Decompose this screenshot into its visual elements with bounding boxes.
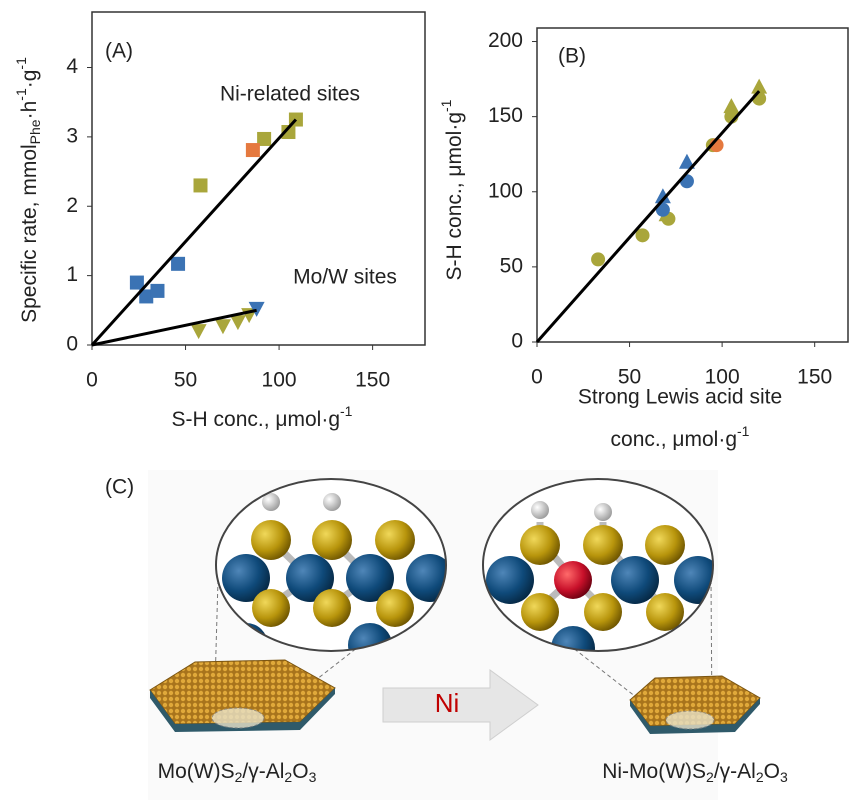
- y-tick-label: 2: [66, 194, 78, 217]
- y-tick-label: 3: [66, 124, 78, 147]
- y-tick-label: 200: [488, 29, 523, 52]
- point: [150, 284, 164, 298]
- y-tick-label: 0: [511, 330, 523, 353]
- annotation: Ni-related sites: [220, 83, 360, 106]
- x-tick-label: 0: [531, 366, 543, 389]
- fit-line: [537, 91, 759, 342]
- x-tick-label: 0: [86, 369, 98, 392]
- point: [230, 315, 246, 330]
- annotation: Mo/W sites: [293, 266, 397, 289]
- point: [246, 143, 260, 157]
- point: [191, 324, 207, 339]
- x-tick-label: 150: [355, 369, 390, 392]
- y-axis-title: S-H conc., μmol·g-1: [438, 99, 466, 280]
- panel-label: (A): [105, 40, 133, 63]
- x-tick-label: 50: [618, 366, 641, 389]
- zoom-spot: [666, 711, 714, 729]
- zoom-spot: [212, 708, 264, 728]
- point: [194, 178, 208, 192]
- point: [171, 257, 185, 271]
- x-tick-label: 100: [705, 366, 740, 389]
- y-tick-label: 50: [500, 254, 523, 277]
- x-axis-title: conc., μmol·g-1: [611, 423, 750, 451]
- y-tick-label: 100: [488, 179, 523, 202]
- fit-line: [92, 120, 296, 345]
- point: [130, 276, 144, 290]
- figure: Specific rate, mmolPhe·h-1·g-1 S-H conc.…: [0, 0, 849, 805]
- y-tick-label: 1: [66, 263, 78, 286]
- x-axis-title: S-H conc., μmol·g-1: [172, 403, 353, 431]
- point: [215, 319, 231, 334]
- y-tick-label: 150: [488, 104, 523, 127]
- y-axis-title: Specific rate, mmolPhe·h-1·g-1: [13, 57, 43, 323]
- panel-label: (C): [105, 476, 134, 499]
- x-tick-label: 50: [174, 369, 197, 392]
- point: [591, 252, 605, 266]
- point: [723, 98, 739, 113]
- y-tick-label: 4: [66, 55, 78, 78]
- y-tick-label: 0: [66, 333, 78, 356]
- x-axis-title: Strong Lewis acid site: [578, 386, 782, 409]
- x-tick-label: 100: [262, 369, 297, 392]
- chart-b: S-H conc., μmol·g-1 Strong Lewis acid si…: [438, 28, 848, 451]
- arrow-label: Ni: [435, 688, 460, 718]
- x-tick-label: 150: [797, 366, 832, 389]
- caption: Ni-Mo(W)S2/γ-Al2O3: [602, 760, 788, 785]
- chart-a: Specific rate, mmolPhe·h-1·g-1 S-H conc.…: [13, 12, 425, 431]
- panel-label: (B): [558, 45, 586, 68]
